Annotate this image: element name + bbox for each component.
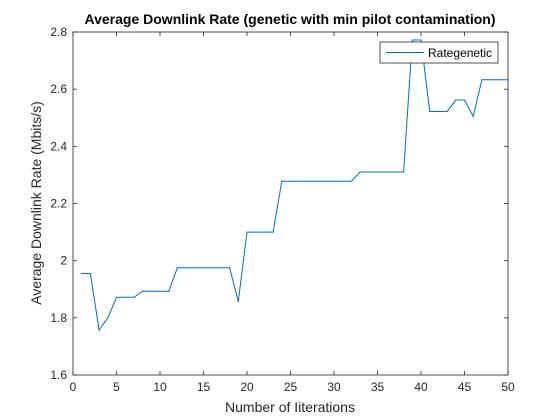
data-point [350,180,352,182]
data-point [385,171,387,173]
data-point [229,267,231,269]
y-tick-label: 2 [60,254,67,268]
data-point [272,231,274,233]
data-point [446,110,448,113]
series-line-rategenetic [81,39,508,332]
data-point [168,290,170,292]
x-tick-label: 25 [284,380,298,394]
data-point [185,267,187,269]
y-axis-ticks: 1.6 1.8 2 2.2 2.4 2.6 2.8 [50,25,508,382]
data-point [316,180,318,182]
data-point [376,171,379,173]
x-tick-label: 30 [327,380,341,394]
data-point [107,317,109,319]
chart-title: Average Downlink Rate (genetic with min … [85,11,496,27]
legend: Rategenetic [379,41,499,64]
data-point [394,171,396,173]
data-point [237,300,239,303]
plot-frame [72,31,509,376]
series-points [81,39,509,331]
data-point [437,110,439,113]
data-point [81,272,83,275]
data-point [472,115,474,117]
y-tick-label: 2.6 [50,82,67,96]
data-point [150,290,152,292]
data-point [420,39,422,41]
data-point [324,180,326,182]
x-tick-label: 45 [458,380,472,394]
data-point [463,99,466,101]
data-point [263,231,265,233]
data-point [429,110,431,113]
y-tick-label: 1.6 [50,368,67,382]
data-point [368,171,370,173]
x-axis-ticks: 0 5 10 15 20 25 30 35 40 45 50 [70,32,515,394]
x-tick-label: 0 [70,380,77,394]
data-point [481,79,483,81]
data-point [211,267,213,269]
data-point [411,39,413,41]
y-tick-label: 2.2 [50,197,67,211]
data-point [455,99,457,101]
data-point [124,296,126,298]
data-point [307,180,309,182]
legend-label: Rategenetic [428,46,492,60]
x-tick-label: 20 [240,380,254,394]
x-tick-label: 10 [153,380,167,394]
data-point [298,180,300,182]
data-point [98,329,100,331]
x-tick-label: 5 [113,380,120,394]
data-point [142,290,144,292]
data-point [403,171,405,173]
data-point [333,180,335,182]
x-tick-label: 40 [414,380,428,394]
x-tick-label: 50 [501,380,515,394]
data-point [289,180,292,182]
data-point [281,180,283,182]
x-axis-label: Number of Iiterations [225,399,355,415]
x-tick-label: 15 [197,380,211,394]
plot-area [73,32,508,375]
data-point [176,267,178,269]
data-point [498,79,500,81]
y-tick-label: 2.4 [50,139,67,153]
data-point [490,79,492,81]
data-point [115,296,118,298]
data-point [246,231,248,233]
data-point [133,296,135,298]
data-point [342,180,344,182]
y-axis-label: Average Downlink Rate (Mbits/s) [28,101,44,305]
legend-box [379,41,499,64]
data-point [220,267,222,269]
data-point [159,290,161,292]
y-tick-label: 2.8 [50,25,67,39]
data-point [359,171,361,173]
x-tick-label: 35 [371,380,385,394]
data-point [194,267,196,269]
data-point [255,231,257,233]
y-tick-label: 1.8 [50,311,67,325]
data-point [89,272,91,275]
data-point [202,267,205,269]
